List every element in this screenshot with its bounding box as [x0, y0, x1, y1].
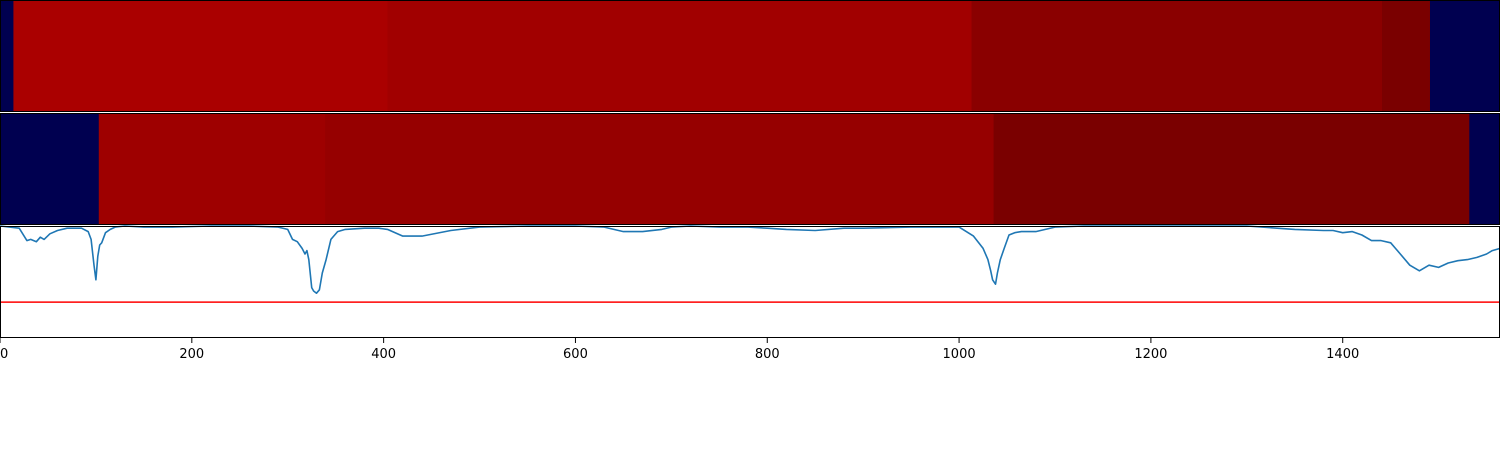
line-plot-panel: [0, 225, 1500, 338]
heatmap-cell-0-4: [1382, 0, 1431, 112]
heatmap-cell-0-0: [0, 0, 14, 112]
heatmap-cell-0-5: [1429, 0, 1500, 112]
heatmap-cell-1-4: [1469, 113, 1500, 225]
x-axis: 0 200 400 600 800 1000 1200 1400: [0, 338, 1359, 362]
line-plot-background: [0, 226, 1500, 338]
heatmap-cell-1-3: [993, 113, 1470, 225]
x-tick-label-1400: 1400: [1326, 347, 1359, 362]
x-tick-label-800: 800: [755, 347, 780, 362]
middle-heatmap-panel: [0, 113, 1500, 225]
top-heatmap-panel: [0, 0, 1500, 112]
x-tick-label-1000: 1000: [943, 347, 976, 362]
x-tick-label-200: 200: [179, 347, 204, 362]
x-tick-label-400: 400: [371, 347, 396, 362]
heatmap-cell-0-2: [387, 0, 973, 112]
x-tick-label-600: 600: [563, 347, 588, 362]
heatmap-cell-1-1: [98, 113, 326, 225]
heatmap-cell-0-3: [971, 0, 1383, 112]
heatmap-cell-1-0: [0, 113, 100, 225]
heatmap-cell-1-2: [325, 113, 995, 225]
x-tick-label-0: 0: [0, 347, 8, 362]
heatmap-cell-0-1: [13, 0, 388, 112]
series-line: [0, 225, 1500, 295]
x-tick-label-1200: 1200: [1134, 347, 1167, 362]
